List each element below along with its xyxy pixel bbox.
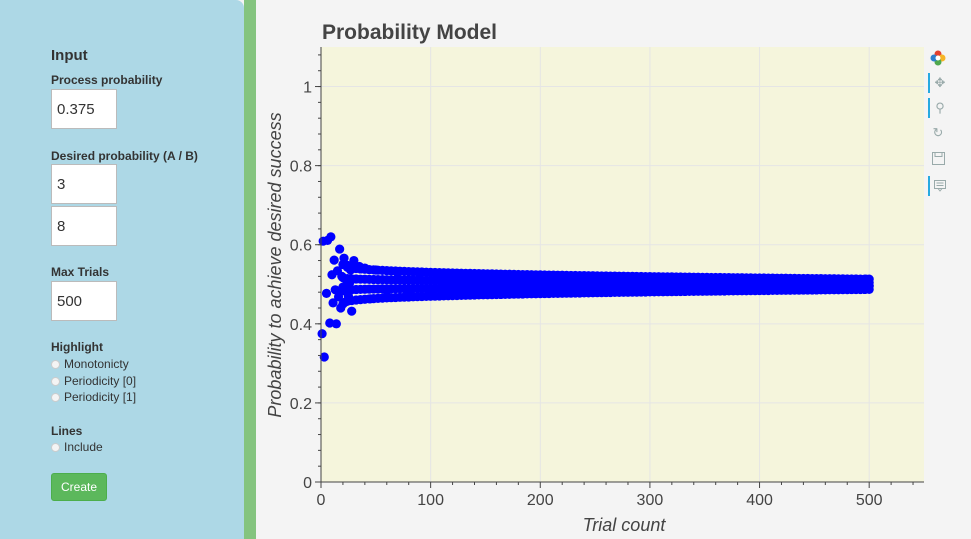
data-point xyxy=(344,278,355,288)
data-point xyxy=(346,265,356,275)
data-point xyxy=(329,255,339,265)
lines-label: Lines xyxy=(51,424,83,438)
highlight-label: Highlight xyxy=(51,340,103,354)
data-point xyxy=(491,270,502,281)
input-heading: Input xyxy=(51,47,88,64)
x-tick-label: 300 xyxy=(637,492,664,509)
data-point xyxy=(864,280,874,291)
data-point xyxy=(798,274,809,284)
data-points xyxy=(317,232,874,362)
data-point xyxy=(842,274,852,285)
lines-option-include[interactable]: Include xyxy=(51,440,103,454)
data-point xyxy=(711,273,721,283)
data-point xyxy=(447,269,458,279)
data-point xyxy=(330,285,340,295)
data-point xyxy=(426,288,436,298)
data-point xyxy=(365,294,375,304)
y-tick-label: 1 xyxy=(303,80,312,97)
y-tick-label: 0.8 xyxy=(290,159,312,176)
create-button[interactable]: Create xyxy=(51,473,107,501)
y-tick-label: 0 xyxy=(303,475,312,492)
data-point xyxy=(733,283,743,293)
option-label: Periodicity [1] xyxy=(64,390,137,404)
y-axis-label: Probability to achieve desired success xyxy=(265,112,285,417)
data-point xyxy=(776,283,787,293)
option-label: Include xyxy=(64,440,103,454)
data-point xyxy=(347,306,357,316)
option-label: Periodicity [0] xyxy=(64,374,137,388)
desired-probability-label: Desired probability (A / B) xyxy=(51,149,198,163)
x-tick-label: 100 xyxy=(417,492,444,509)
data-point xyxy=(360,263,370,273)
data-point xyxy=(349,255,359,266)
x-axis-label: Trial count xyxy=(583,515,667,535)
data-point xyxy=(579,272,589,282)
hover-icon[interactable] xyxy=(928,176,950,196)
data-point xyxy=(557,285,567,295)
data-point xyxy=(667,273,677,283)
highlight-option-periodicity-1[interactable]: Periodicity [1] xyxy=(51,390,136,404)
radio-button[interactable] xyxy=(51,442,60,452)
radio-button[interactable] xyxy=(51,392,60,402)
data-point xyxy=(535,271,545,281)
desired-probability-b-input[interactable] xyxy=(51,206,117,246)
save-icon[interactable] xyxy=(928,148,948,168)
data-point xyxy=(820,282,830,293)
process-probability-label: Process probability xyxy=(51,73,163,87)
data-point xyxy=(404,289,414,299)
x-tick-label: 500 xyxy=(856,492,883,509)
y-tick-label: 0.2 xyxy=(290,396,312,413)
pan-icon[interactable]: ✥ xyxy=(928,73,950,93)
data-point xyxy=(328,298,338,308)
option-label: Monotonicty xyxy=(64,357,129,371)
data-point xyxy=(645,284,655,294)
grid-lines xyxy=(320,47,924,483)
x-tick-label: 400 xyxy=(746,492,773,509)
x-tick-label: 0 xyxy=(317,492,326,509)
data-point xyxy=(393,267,403,277)
sidebar-divider xyxy=(244,0,256,539)
bokeh-logo-icon[interactable] xyxy=(928,48,948,68)
sidebar: Input Process probability Desired probab… xyxy=(0,0,244,539)
data-point xyxy=(382,291,392,301)
y-tick-label: 0.6 xyxy=(290,238,312,255)
chart-title: Probability Model xyxy=(322,21,498,44)
data-point xyxy=(326,232,336,242)
data-point xyxy=(335,244,345,254)
radio-button[interactable] xyxy=(51,376,60,386)
data-point xyxy=(343,291,354,301)
data-point xyxy=(754,274,765,284)
data-point xyxy=(321,288,332,298)
data-point xyxy=(415,268,425,278)
data-point xyxy=(371,265,381,275)
max-trials-input[interactable] xyxy=(51,281,117,321)
x-tick-label: 200 xyxy=(527,492,554,509)
data-point xyxy=(513,286,523,296)
data-point xyxy=(317,329,327,339)
highlight-option-periodicity-0[interactable]: Periodicity [0] xyxy=(51,374,136,388)
data-point xyxy=(333,292,344,302)
desired-probability-a-input[interactable] xyxy=(51,164,117,204)
data-point xyxy=(469,287,480,297)
reset-icon[interactable]: ↻ xyxy=(932,125,944,140)
data-point xyxy=(689,284,699,294)
y-tick-label: 0.4 xyxy=(290,317,312,334)
highlight-option-monotonicity[interactable]: Monotonicty xyxy=(51,357,129,371)
data-point xyxy=(623,272,633,283)
chart-plot[interactable]: 0 100 200 300 400 500 0 0.2 0.4 0.6 0.8 1 Trial cou… xyxy=(256,0,924,539)
data-point xyxy=(339,253,349,263)
data-point xyxy=(331,319,341,329)
box-zoom-icon[interactable]: ⚲ xyxy=(928,98,950,118)
plot-area xyxy=(321,47,924,482)
axes: 0 100 200 300 400 500 0 0.2 0.4 0.6 0.8 1 xyxy=(290,47,924,509)
radio-button[interactable] xyxy=(51,359,60,369)
max-trials-label: Max Trials xyxy=(51,265,110,279)
data-point xyxy=(601,284,611,295)
process-probability-input[interactable] xyxy=(51,89,117,129)
data-point xyxy=(319,352,329,362)
